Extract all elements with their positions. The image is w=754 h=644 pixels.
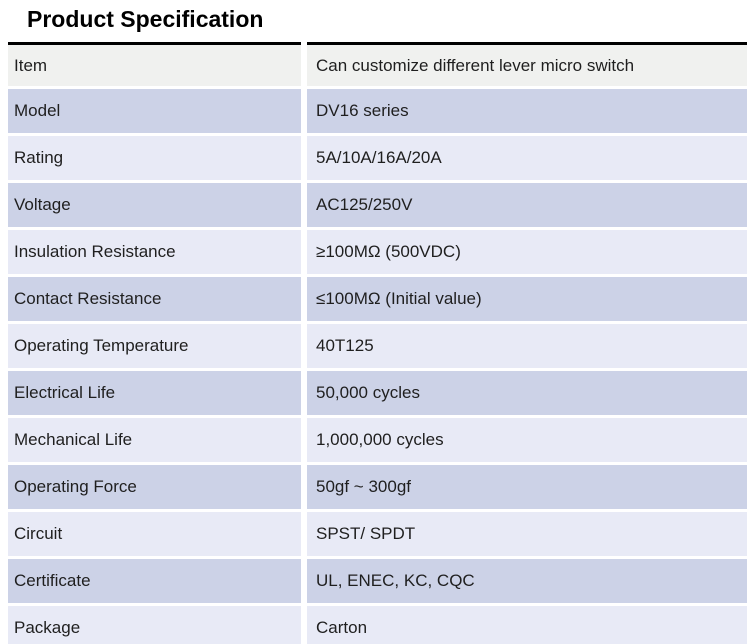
- table-row: Operating Force 50gf ~ 300gf: [8, 465, 747, 509]
- spec-label: Package: [8, 606, 301, 644]
- table-row: Insulation Resistance ≥100MΩ (500VDC): [8, 230, 747, 274]
- spec-label: Rating: [8, 136, 301, 180]
- spec-value: DV16 series: [307, 89, 747, 133]
- spec-label: Operating Temperature: [8, 324, 301, 368]
- spec-label: Mechanical Life: [8, 418, 301, 462]
- spec-label: Electrical Life: [8, 371, 301, 415]
- table-row: Operating Temperature 40T125: [8, 324, 747, 368]
- spec-value: 40T125: [307, 324, 747, 368]
- spec-label: Circuit: [8, 512, 301, 556]
- spec-value: ≤100MΩ (Initial value): [307, 277, 747, 321]
- spec-value: 50,000 cycles: [307, 371, 747, 415]
- page-title: Product Specification: [27, 6, 264, 32]
- table-row: Voltage AC125/250V: [8, 183, 747, 227]
- spec-value: Can customize different lever micro swit…: [307, 42, 747, 86]
- spec-value: Carton: [307, 606, 747, 644]
- table-row: Item Can customize different lever micro…: [8, 42, 747, 86]
- spec-label: Item: [8, 42, 301, 86]
- spec-table: Item Can customize different lever micro…: [8, 42, 747, 644]
- spec-value: UL, ENEC, KC, CQC: [307, 559, 747, 603]
- spec-label: Voltage: [8, 183, 301, 227]
- spec-label: Model: [8, 89, 301, 133]
- spec-value: AC125/250V: [307, 183, 747, 227]
- spec-label: Operating Force: [8, 465, 301, 509]
- spec-value: 1,000,000 cycles: [307, 418, 747, 462]
- spec-label: Contact Resistance: [8, 277, 301, 321]
- spec-value: 5A/10A/16A/20A: [307, 136, 747, 180]
- spec-label: Insulation Resistance: [8, 230, 301, 274]
- table-row: Rating 5A/10A/16A/20A: [8, 136, 747, 180]
- table-row: Model DV16 series: [8, 89, 747, 133]
- table-row: Certificate UL, ENEC, KC, CQC: [8, 559, 747, 603]
- spec-value: SPST/ SPDT: [307, 512, 747, 556]
- table-row: Contact Resistance ≤100MΩ (Initial value…: [8, 277, 747, 321]
- table-row: Mechanical Life 1,000,000 cycles: [8, 418, 747, 462]
- table-row: Package Carton: [8, 606, 747, 644]
- spec-value: 50gf ~ 300gf: [307, 465, 747, 509]
- spec-label: Certificate: [8, 559, 301, 603]
- table-row: Circuit SPST/ SPDT: [8, 512, 747, 556]
- table-row: Electrical Life 50,000 cycles: [8, 371, 747, 415]
- spec-value: ≥100MΩ (500VDC): [307, 230, 747, 274]
